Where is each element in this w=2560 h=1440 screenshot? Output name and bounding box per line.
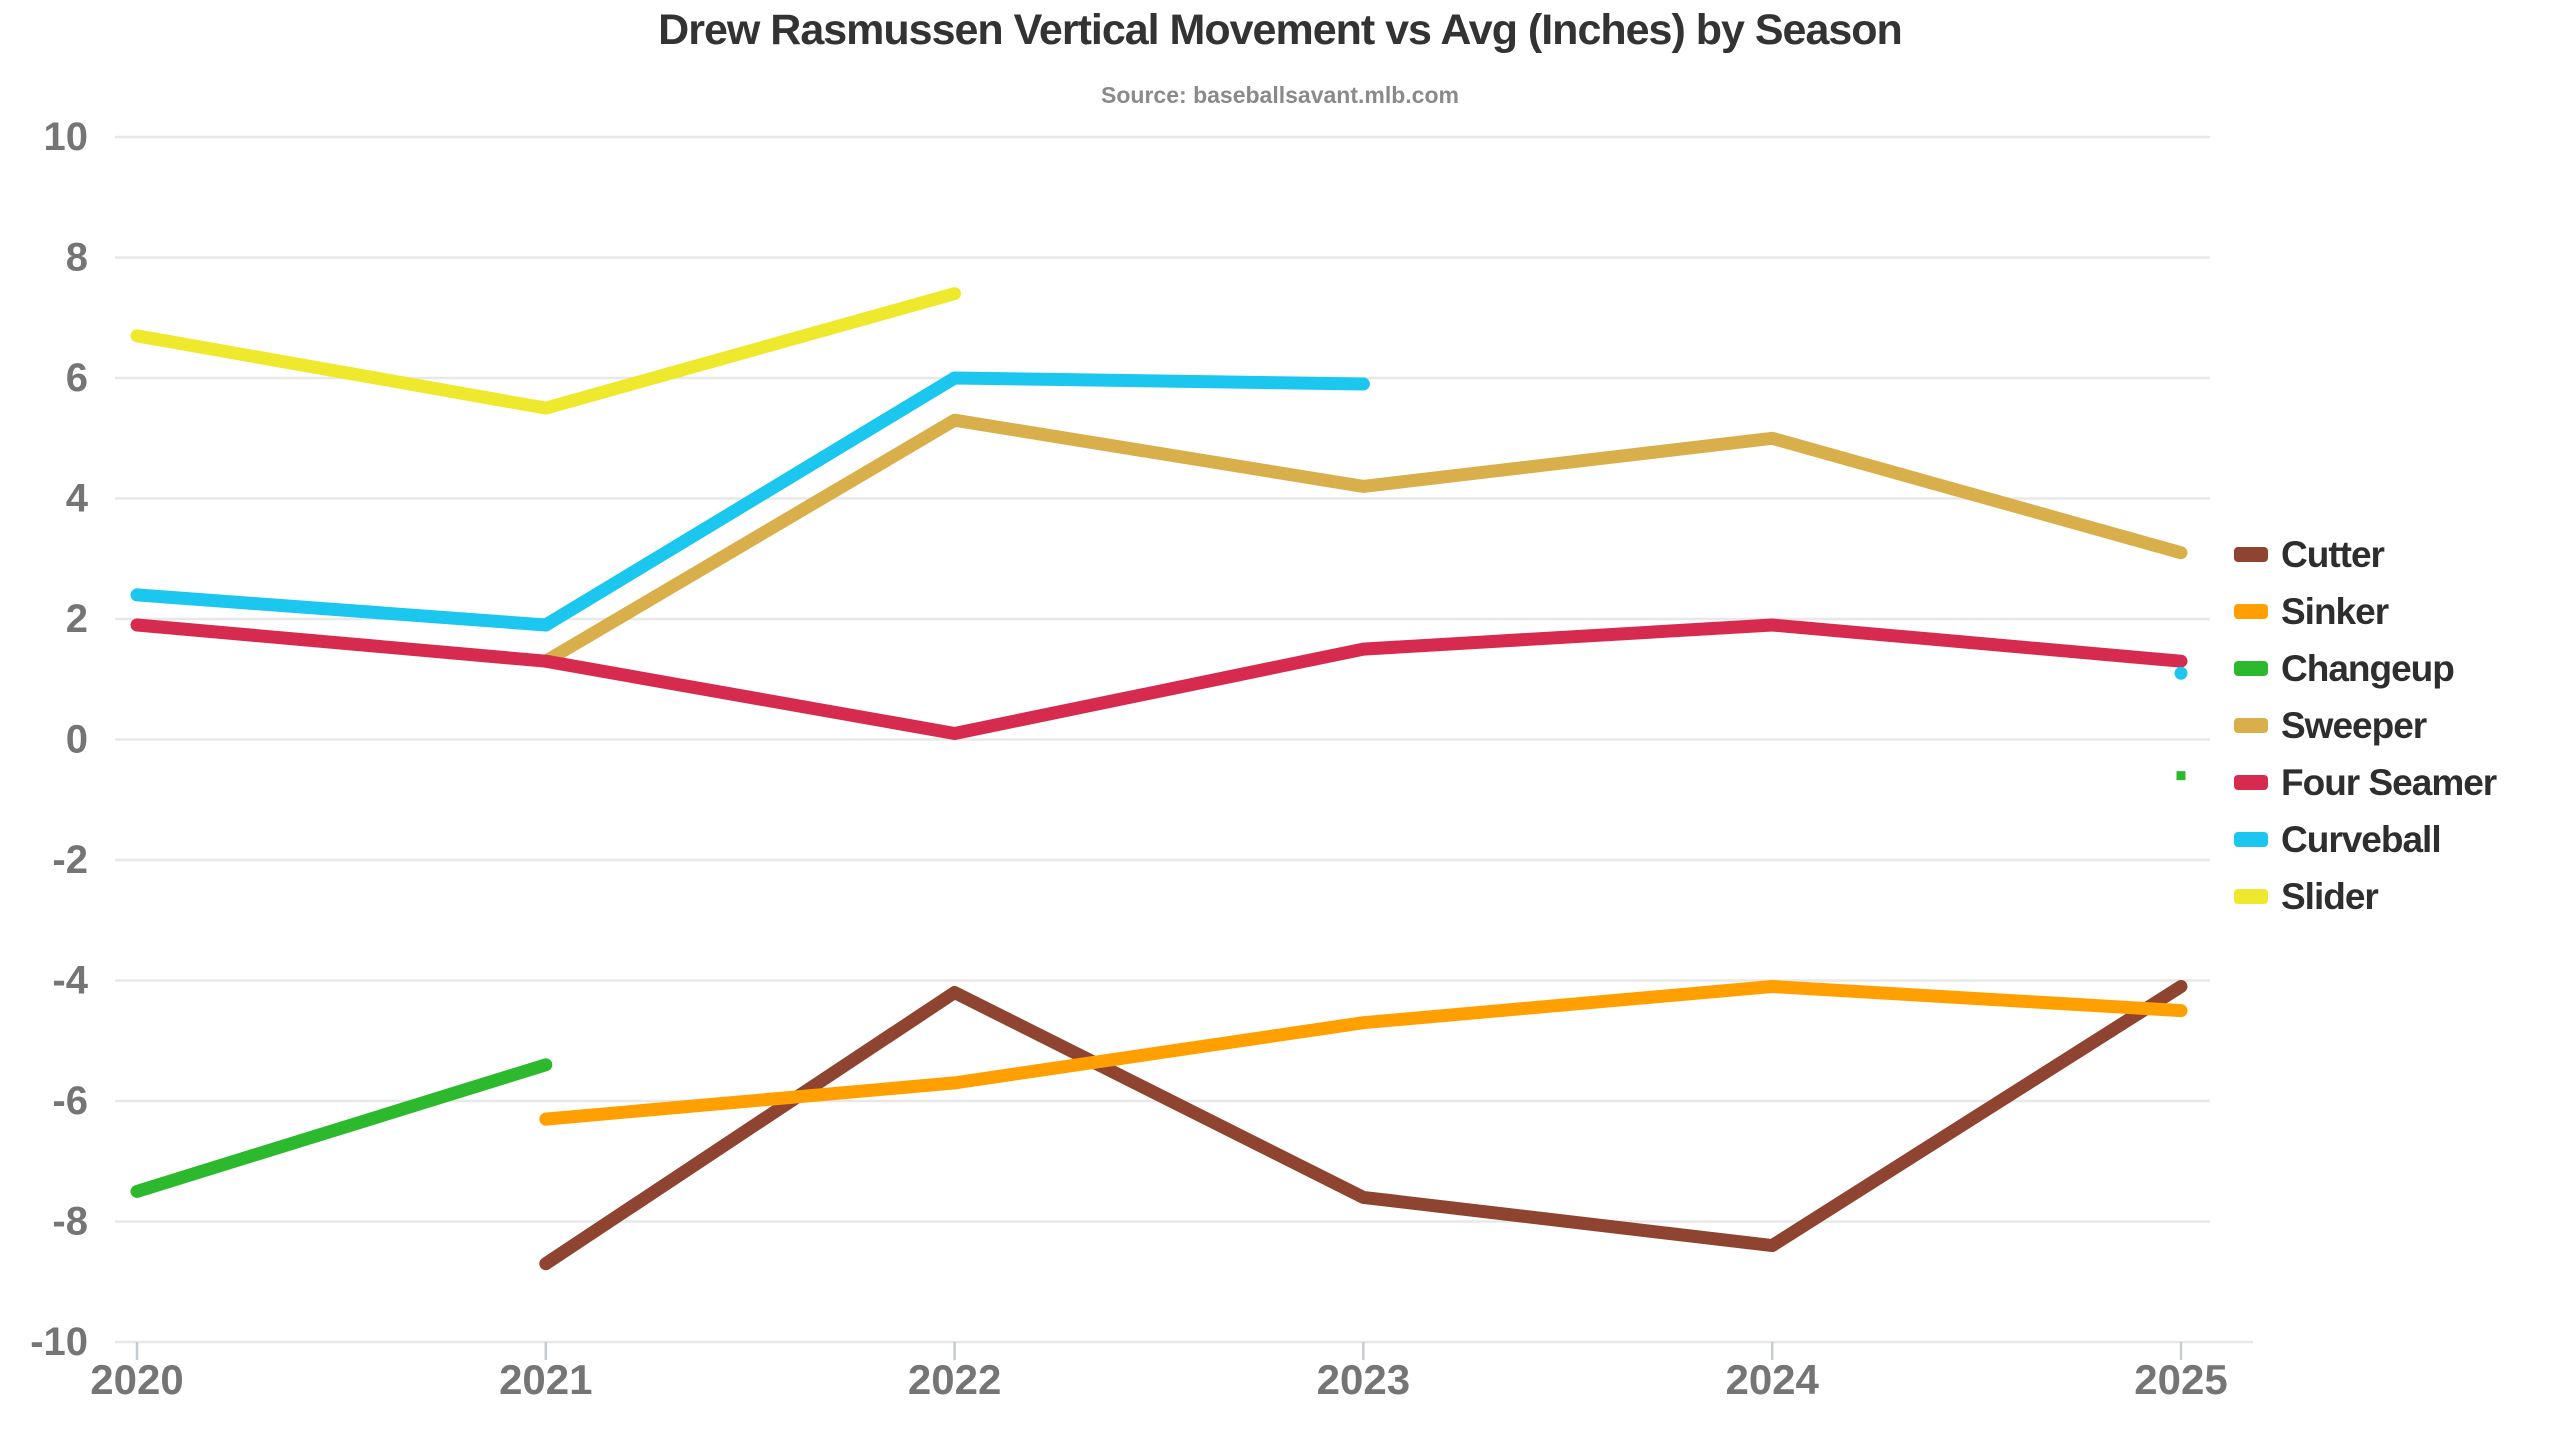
legend-label: Cutter (2281, 533, 2385, 575)
y-axis-label: -4 (52, 959, 88, 1003)
series-point-changeup (2176, 771, 2186, 781)
legend-item: Sinker (2234, 583, 2496, 640)
x-axis-label: 2022 (908, 1356, 1001, 1403)
legend-swatch-icon (2234, 889, 2268, 904)
legend-item: Sweeper (2234, 697, 2496, 754)
legend-swatch-icon (2234, 661, 2268, 676)
chart-title: Drew Rasmussen Vertical Movement vs Avg … (658, 6, 1903, 54)
x-axis-label: 2024 (1725, 1356, 1819, 1403)
y-axis-label: 8 (66, 236, 88, 280)
legend-label: Four Seamer (2281, 761, 2497, 803)
y-axis-label: 0 (66, 718, 88, 762)
x-axis-label: 2021 (499, 1356, 592, 1403)
series-point-curveball (2174, 666, 2188, 680)
legend-label: Slider (2281, 875, 2379, 917)
legend-item: Cutter (2234, 526, 2496, 583)
legend-item: Curveball (2234, 811, 2496, 868)
series-line-curveball (130, 371, 1370, 632)
x-axis-label: 2025 (2134, 1356, 2227, 1403)
series-line-slider (130, 287, 962, 415)
x-axis-label: 2023 (1317, 1356, 1410, 1403)
legend-item: Four Seamer (2234, 754, 2497, 811)
legend-label: Curveball (2281, 818, 2442, 860)
y-axis-label: -6 (52, 1079, 88, 1123)
legend: Cutter Sinker Changeup Sweeper Four Seamer Cu… (2234, 526, 2497, 925)
y-axis-label: 2 (66, 597, 88, 641)
legend-swatch-icon (2234, 718, 2268, 733)
x-axis-label: 2020 (90, 1356, 183, 1403)
y-axis-label: 10 (44, 115, 89, 159)
legend-swatch-icon (2234, 604, 2268, 619)
legend-item: Changeup (2234, 640, 2496, 697)
series-line-cutter (539, 980, 2188, 1271)
y-axis-label: 6 (66, 356, 88, 400)
legend-item: Slider (2234, 868, 2496, 925)
y-axis-label: -2 (52, 838, 88, 882)
legend-label: Sweeper (2281, 704, 2427, 746)
series-line-changeup (130, 1058, 553, 1198)
series-line-four-seamer (130, 618, 2188, 740)
y-axis-label: -8 (52, 1200, 88, 1244)
series-line-sweeper (539, 413, 2188, 668)
legend-label: Changeup (2281, 647, 2455, 689)
legend-swatch-icon (2234, 832, 2268, 847)
chart-subtitle: Source: baseballsavant.mlb.com (1101, 82, 1459, 108)
legend-swatch-icon (2234, 547, 2268, 562)
legend-label: Sinker (2281, 590, 2389, 632)
series-line-sinker (539, 980, 2188, 1126)
y-axis-label: 4 (66, 477, 89, 521)
legend-swatch-icon (2234, 775, 2268, 790)
y-axis-label: -10 (30, 1320, 88, 1364)
